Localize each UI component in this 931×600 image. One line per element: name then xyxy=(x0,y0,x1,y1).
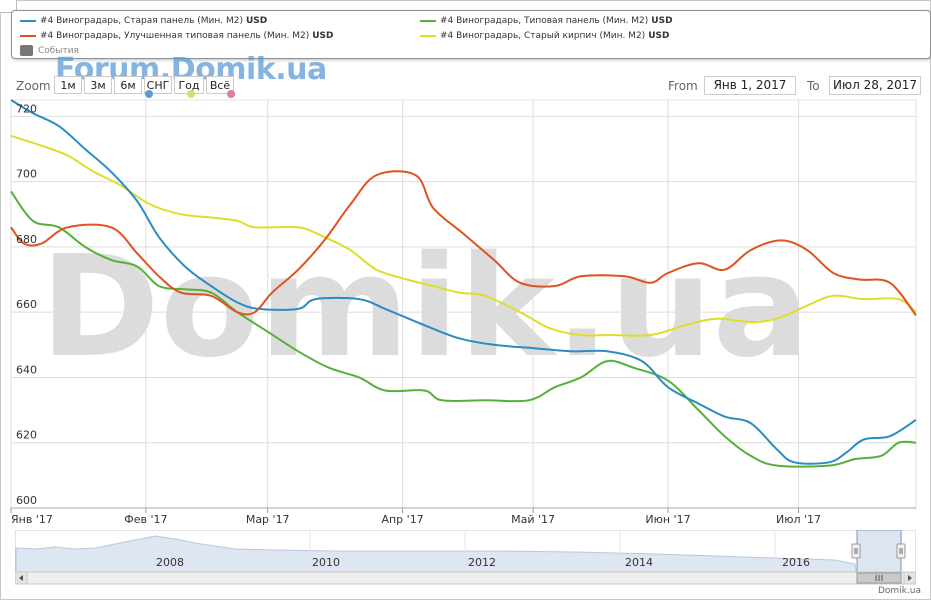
legend: #4 Виноградарь, Старая панель (Мин. М2) … xyxy=(11,10,931,59)
x-tick-label: Май '17 xyxy=(511,513,555,526)
zoom-label: Zoom xyxy=(16,79,51,93)
series-line-3 xyxy=(10,134,917,337)
navigator-year-label: 2010 xyxy=(312,556,340,569)
navigator-handle-right[interactable] xyxy=(896,543,906,559)
events-swatch xyxy=(20,45,33,56)
navigator-selected-range[interactable] xyxy=(856,530,902,573)
y-axis-labels: 600 620 640 660 680 700 720 xyxy=(16,102,37,507)
legend-unit-typical-panel: USD xyxy=(651,16,673,26)
x-tick-label: Фев '17 xyxy=(124,513,167,526)
legend-label-typical-panel: #4 Виноградарь, Типовая панель (Мин. М2) xyxy=(440,16,649,26)
legend-unit-old-brick: USD xyxy=(648,31,670,41)
y-tick-label: 700 xyxy=(16,168,37,181)
series-lines xyxy=(10,99,917,468)
events-label: События xyxy=(38,45,79,56)
legend-item-improved-panel[interactable]: #4 Виноградарь, Улучшенная типовая панел… xyxy=(20,31,334,41)
from-date-input[interactable]: Янв 1, 2017 xyxy=(704,76,796,95)
navigator-year-label: 2012 xyxy=(468,556,496,569)
series-line-2 xyxy=(10,190,917,468)
y-tick-label: 660 xyxy=(16,298,37,311)
legend-swatch-typical-panel xyxy=(420,20,436,22)
zoom-ytd-button[interactable]: СНГ xyxy=(144,76,172,94)
scroll-left-arrow-icon xyxy=(19,575,23,581)
grid xyxy=(10,99,917,513)
legend-swatch-old-brick xyxy=(420,35,436,37)
x-axis-labels: Янв '17 Фев '17 Мар '17 Апр '17 Май '17 Июн '… xyxy=(11,513,821,526)
zoom-1m-button[interactable]: 1м xyxy=(54,76,82,94)
legend-label-old-panel: #4 Виноградарь, Старая панель (Мин. М2) xyxy=(40,16,243,26)
y-tick-label: 680 xyxy=(16,233,37,246)
x-tick-label: Апр '17 xyxy=(381,513,423,526)
to-label: To xyxy=(807,79,820,93)
x-tick-label: Июн '17 xyxy=(645,513,690,526)
navigator-year-label: 2016 xyxy=(782,556,810,569)
legend-item-events[interactable]: События xyxy=(20,45,79,56)
navigator[interactable]: 2008 2010 2012 2014 2016 xyxy=(15,530,916,586)
y-tick-label: 600 xyxy=(16,494,37,507)
legend-label-improved-panel: #4 Виноградарь, Улучшенная типовая панел… xyxy=(40,31,310,41)
legend-item-old-panel[interactable]: #4 Виноградарь, Старая панель (Мин. М2) … xyxy=(20,16,267,26)
marker-dot-blue xyxy=(145,90,153,98)
zoom-3m-button[interactable]: 3м xyxy=(84,76,112,94)
y-tick-label: 720 xyxy=(16,102,37,115)
big-watermark: Domik.ua xyxy=(40,226,810,389)
scroll-right-arrow-icon xyxy=(908,575,912,581)
legend-unit-improved-panel: USD xyxy=(312,31,334,41)
x-tick-label: Июл '17 xyxy=(776,513,821,526)
legend-swatch-improved-panel xyxy=(20,35,36,37)
y-tick-label: 620 xyxy=(16,429,37,442)
series-line-0 xyxy=(10,99,917,465)
legend-label-old-brick: #4 Виноградарь, Старый кирпич (Мин. М2) xyxy=(440,31,646,41)
navigator-handle-left[interactable] xyxy=(851,543,861,559)
legend-item-old-brick[interactable]: #4 Виноградарь, Старый кирпич (Мин. М2) … xyxy=(420,31,669,41)
footer-brand: Domik.ua xyxy=(878,586,921,596)
zoom-6m-button[interactable]: 6м xyxy=(114,76,142,94)
from-label: From xyxy=(668,79,698,93)
series-line-1 xyxy=(10,170,917,317)
x-tick-label: Мар '17 xyxy=(246,513,290,526)
marker-dot-yellow xyxy=(187,90,195,98)
legend-unit-old-panel: USD xyxy=(246,16,268,26)
navigator-year-label: 2014 xyxy=(625,556,653,569)
zoom-year-button[interactable]: Год xyxy=(174,76,204,94)
big-watermark-text: Domik.ua xyxy=(40,226,810,389)
zoom-all-button[interactable]: Всё xyxy=(206,76,234,94)
corner-tab[interactable] xyxy=(0,0,17,13)
navigator-scrollbar[interactable] xyxy=(15,571,916,585)
navigator-area xyxy=(15,535,857,573)
y-tick-label: 640 xyxy=(16,363,37,376)
chart-plot: Domik.ua 600 620 640 660 680 700 720 Янв '17 Фе… xyxy=(10,99,917,526)
legend-swatch-old-panel xyxy=(20,20,36,22)
navigator-year-label: 2008 xyxy=(156,556,184,569)
to-date-input[interactable]: Июл 28, 2017 xyxy=(829,76,921,95)
legend-item-typical-panel[interactable]: #4 Виноградарь, Типовая панель (Мин. М2)… xyxy=(420,16,673,26)
x-tick-label: Янв '17 xyxy=(11,513,53,526)
marker-dot-pink xyxy=(227,90,235,98)
